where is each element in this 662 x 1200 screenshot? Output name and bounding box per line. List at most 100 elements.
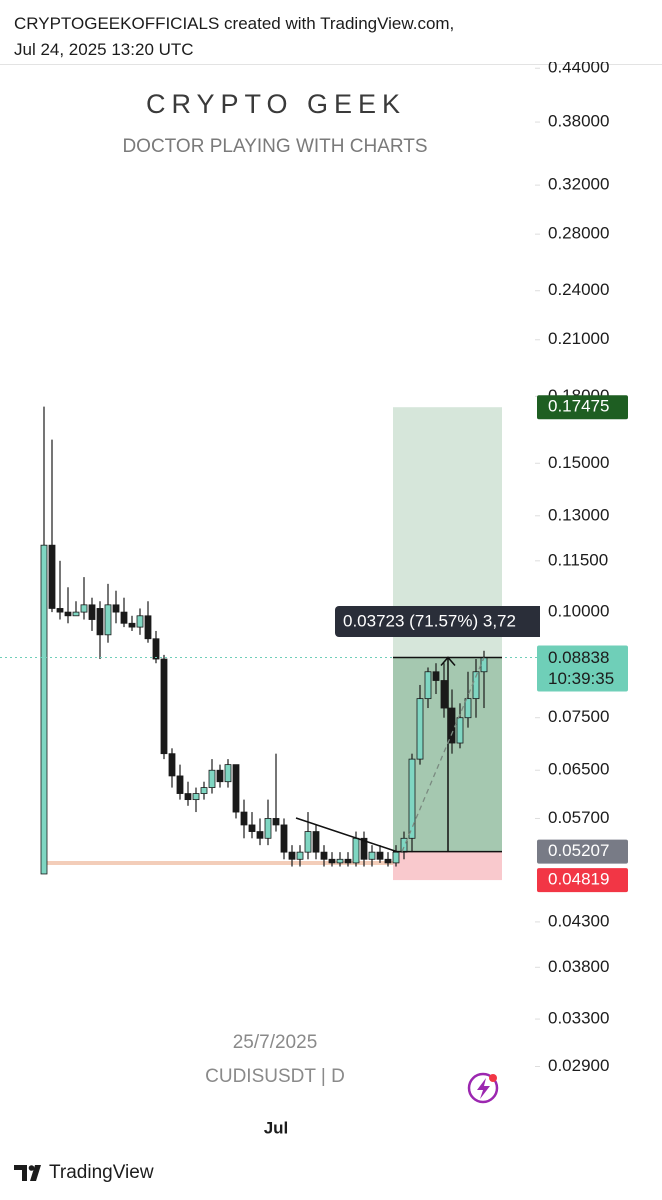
brand-name: TradingView [49,1162,154,1183]
candle-body [344,858,352,864]
candle-body [440,680,448,709]
candle-body [288,851,296,860]
measure-label: 0.03723 (71.57%) 3,72 [335,606,540,637]
candle-body [144,615,152,640]
y-tick-label: 0.03800 [548,957,609,976]
candle-body [416,698,424,760]
y-tick-label: 0.32000 [548,175,609,194]
candle-body [64,611,72,617]
watermark-title: CRYPTO GEEK [146,89,406,119]
candle-body [136,615,144,628]
triangle-line [295,817,399,853]
candle-body [384,858,392,864]
last-price-bg [537,645,628,692]
y-tick-label: 0.28000 [548,224,609,243]
y-tick-label: 0.38000 [548,112,609,131]
candle-body [312,831,320,853]
candle-body [256,831,264,839]
candle-body [120,611,128,624]
candle-body [304,831,312,853]
y-tick-label: 0.13000 [548,505,609,524]
measure-arrow-head [440,656,456,666]
y-tick-label: 0.04300 [548,911,609,930]
candle-body [152,638,160,660]
stop-price-label-bg [537,868,628,893]
measure-label-bg [335,606,540,637]
candle-body [336,858,344,864]
candle-body [280,824,288,853]
candle-body [472,671,480,700]
candle-body [160,658,168,755]
tradingview-logo [14,1165,41,1181]
candle-body [192,793,200,801]
candle-body [128,622,136,628]
candle-body [408,758,416,839]
candle-body [264,818,272,839]
candle-body [208,769,216,788]
price-axis: 0.44000 0.38000 0.32000 0.28000 0.24000 0.210… [535,58,609,1075]
y-tick-label: 0.07500 [548,707,609,726]
x-tick-label: Jul [264,1118,289,1137]
candle-body [56,608,64,613]
candle-body [464,698,472,719]
measure-label-text: 0.03723 (71.57%) 3,72 [343,611,516,630]
plot-area [0,406,540,881]
y-tick-label: 0.15000 [548,453,609,472]
y-tick-label: 0.03300 [548,1009,609,1028]
candle-body [216,769,224,783]
candle-body [248,824,256,832]
candle-body [48,544,56,609]
candle-body [296,851,304,860]
candle-body [328,858,336,864]
candle-body [432,671,440,681]
watermark-subtitle: DOCTOR PLAYING WITH CHARTS [122,136,427,157]
candle-body [368,851,376,860]
last-price-label: 0.08838 [548,648,609,667]
y-tick-label: 0.44000 [548,58,609,77]
lightning-icon [467,1072,499,1104]
y-tick-label: 0.05700 [548,808,609,827]
candle-body [200,787,208,794]
symbol-label: CUDISUSDT | D [205,1066,345,1087]
candle-body [224,764,232,783]
candle-body [96,608,104,636]
candle-body [88,604,96,620]
candle-body [448,707,456,744]
candle-body [176,775,184,794]
candle-body [40,544,48,875]
target-price-label: 0.17475 [548,397,609,416]
candle-body [168,753,176,777]
date-label: 25/7/2025 [233,1032,318,1053]
countdown-label: 10:39:35 [548,669,614,688]
candle-body [184,793,192,801]
header-line: CRYPTOGEEKOFFICIALS created with Trading… [14,14,455,33]
candle-body [480,657,488,673]
candle-body [360,837,368,860]
y-tick-label: 0.24000 [548,280,609,299]
candle-body [112,604,120,613]
candle-body [232,764,240,813]
candle-body [456,717,464,744]
y-tick-label: 0.06500 [548,760,609,779]
candle-body [352,837,360,864]
candle-body [80,604,88,613]
entry-price-label: 0.05207 [548,841,609,860]
candle-body [392,851,400,864]
candle-body [424,671,432,700]
y-tick-label: 0.10000 [548,602,609,621]
y-tick-label: 0.02900 [548,1056,609,1075]
candle-body [240,811,248,826]
entry-price-label-bg [537,839,628,864]
support-zone [44,861,402,865]
candle-body [320,851,328,860]
candle-body [376,851,384,860]
candle-body [72,611,80,617]
stop-price-label: 0.04819 [548,870,609,889]
candle-body [272,818,280,826]
target-price-label-bg [537,395,628,420]
candle-body [104,604,112,636]
header-line: Jul 24, 2025 13:20 UTC [14,40,194,59]
trend-dash [401,657,485,852]
